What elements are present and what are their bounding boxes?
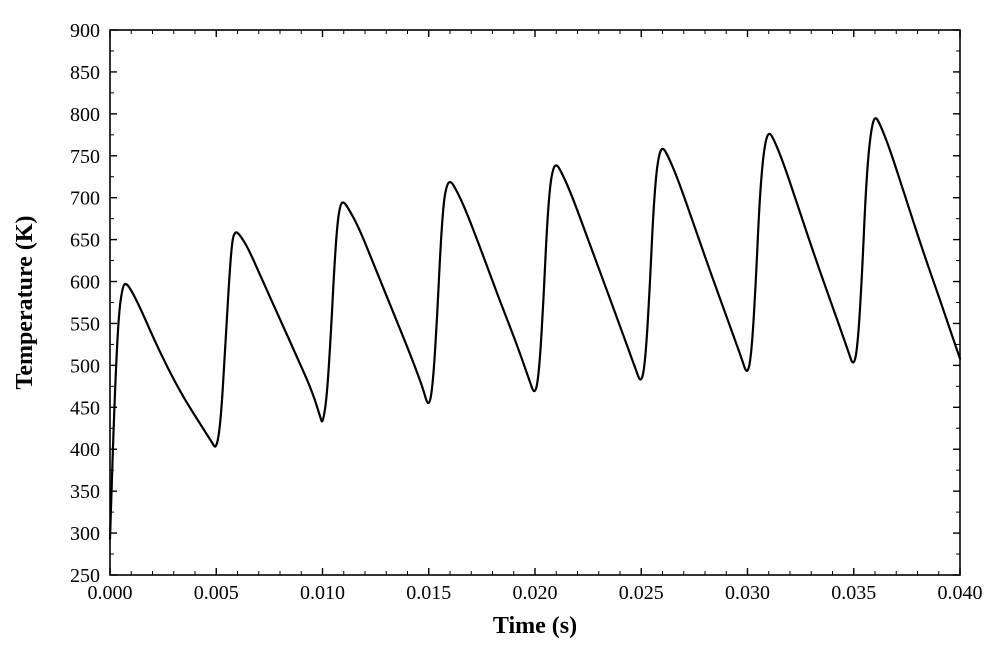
x-tick-label: 0.020 xyxy=(513,582,558,604)
y-tick-label: 400 xyxy=(70,439,100,461)
temperature-time-chart: 0.0000.0050.0100.0150.0200.0250.0300.035… xyxy=(0,0,1000,655)
x-tick-label: 0.035 xyxy=(831,582,876,604)
x-tick-label: 0.025 xyxy=(619,582,664,604)
chart-container: 0.0000.0050.0100.0150.0200.0250.0300.035… xyxy=(0,0,1000,655)
x-tick-label: 0.010 xyxy=(300,582,345,604)
y-tick-label: 600 xyxy=(70,272,100,294)
y-tick-label: 300 xyxy=(70,523,100,545)
x-tick-label: 0.015 xyxy=(406,582,451,604)
y-tick-label: 750 xyxy=(70,146,100,168)
y-tick-label: 450 xyxy=(70,397,100,419)
plot-border xyxy=(110,30,960,575)
x-tick-label: 0.040 xyxy=(938,582,983,604)
y-tick-label: 650 xyxy=(70,230,100,252)
y-tick-label: 800 xyxy=(70,104,100,126)
x-tick-label: 0.005 xyxy=(194,582,239,604)
y-tick-label: 350 xyxy=(70,481,100,503)
y-tick-label: 850 xyxy=(70,62,100,84)
y-axis-label: Temperature (K) xyxy=(12,216,38,390)
y-tick-label: 700 xyxy=(70,188,100,210)
y-tick-label: 500 xyxy=(70,355,100,377)
y-tick-label: 550 xyxy=(70,313,100,335)
y-tick-label: 900 xyxy=(70,20,100,42)
y-tick-label: 250 xyxy=(70,565,100,587)
temperature-trace xyxy=(110,118,960,539)
x-tick-label: 0.030 xyxy=(725,582,770,604)
x-axis-label: Time (s) xyxy=(493,613,577,639)
